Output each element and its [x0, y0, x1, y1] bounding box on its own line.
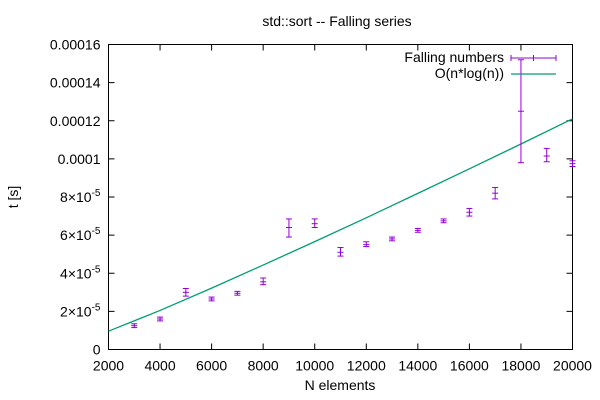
fit-series — [108, 118, 573, 332]
y-tick-label-exponent: -5 — [92, 302, 101, 313]
x-axis: 2000 4000 6000 8000 10000 12000 14000 16000 1800… — [93, 44, 592, 374]
x-tick-label: 14000 — [398, 358, 437, 374]
data-point — [234, 290, 241, 296]
x-tick-label: 8000 — [248, 358, 279, 374]
data-point — [440, 218, 447, 224]
x-tick-label: 6000 — [196, 358, 227, 374]
y-tick-label-base: 8×10 — [60, 189, 92, 205]
data-point — [517, 59, 524, 164]
y-axis-title: t [s] — [5, 186, 21, 209]
x-tick-label: 12000 — [347, 358, 386, 374]
data-point — [285, 218, 292, 238]
legend-label-fit: O(n*log(n)) — [435, 65, 504, 81]
data-series — [131, 59, 576, 329]
data-point — [389, 236, 396, 242]
y-tick-label-exponent: -5 — [92, 264, 101, 275]
data-point — [260, 277, 267, 286]
data-point — [208, 296, 215, 302]
x-tick-label: 4000 — [144, 358, 175, 374]
fit-line — [108, 118, 573, 332]
data-point — [337, 247, 344, 257]
plot-frame — [108, 44, 573, 350]
y-tick-label: 2×10-5 — [60, 302, 101, 319]
legend-swatch-data — [510, 55, 557, 61]
y-tick-label-base: 2×10 — [60, 303, 92, 319]
x-tick-label: 18000 — [501, 358, 540, 374]
y-tick-label: 0.00016 — [50, 37, 101, 53]
data-point — [157, 316, 164, 322]
chart-title: std::sort -- Falling series — [262, 13, 411, 29]
data-point — [363, 241, 370, 248]
y-axis: 02×10-54×10-56×10-58×10-50.00010.000120.… — [50, 37, 573, 358]
x-tick-label: 20000 — [553, 358, 592, 374]
y-tick-label-exponent: -5 — [92, 188, 101, 199]
data-point — [182, 288, 189, 297]
data-point — [131, 323, 138, 329]
y-tick-label: 0.00012 — [50, 113, 101, 129]
y-tick-label: 0.00014 — [50, 75, 101, 91]
y-tick-label-base: 4×10 — [60, 265, 92, 281]
y-tick-label: 4×10-5 — [60, 264, 101, 281]
x-tick-label: 10000 — [295, 358, 334, 374]
x-axis-title: N elements — [305, 377, 376, 393]
y-tick-label: 0.0001 — [58, 151, 101, 167]
legend: Falling numbers O(n*log(n)) — [404, 49, 557, 81]
data-point — [543, 147, 550, 163]
data-point — [492, 186, 499, 200]
data-point — [569, 160, 576, 167]
y-tick-label: 8×10-5 — [60, 188, 101, 205]
y-tick-label: 6×10-5 — [60, 226, 101, 243]
y-tick-label: 0 — [93, 342, 101, 358]
y-tick-label-exponent: -5 — [92, 226, 101, 237]
data-point — [311, 218, 318, 228]
data-point — [466, 207, 473, 217]
x-tick-label: 16000 — [450, 358, 489, 374]
data-point — [414, 227, 421, 233]
x-tick-label: 2000 — [93, 358, 124, 374]
y-tick-label-base: 6×10 — [60, 227, 92, 243]
legend-label-data: Falling numbers — [404, 49, 504, 65]
